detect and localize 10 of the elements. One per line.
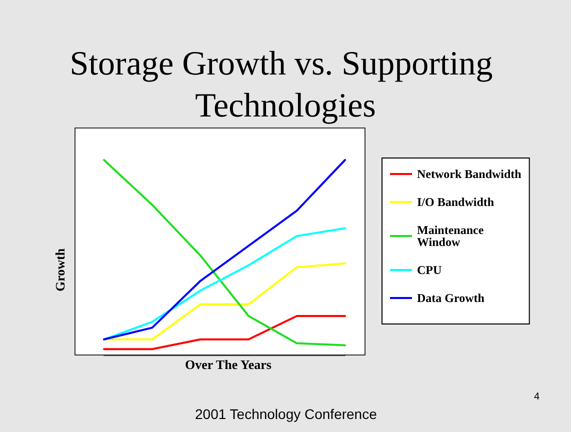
text: 2001 Technology Conference (195, 406, 378, 422)
legend-label: CPU (417, 263, 442, 277)
text: 4 (534, 392, 540, 402)
legend-label: Data Growth (417, 291, 485, 305)
legend-label: I/O Bandwidth (417, 195, 494, 209)
legend-label: Maintenance Window (417, 223, 487, 249)
chart-title: Storage Growth vs. Supporting Technologies (70, 46, 502, 124)
x-axis-title: Over The Years (185, 357, 272, 372)
y-axis-title: Growth (52, 248, 68, 292)
legend-label: Network Bandwidth (417, 167, 522, 181)
